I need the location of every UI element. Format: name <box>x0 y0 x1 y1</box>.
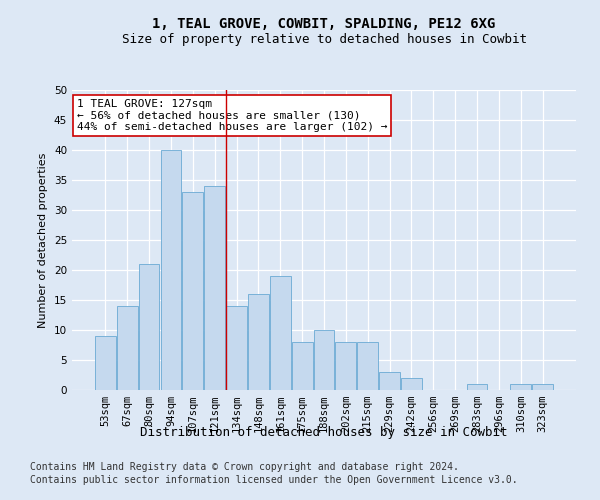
Bar <box>401 378 422 390</box>
Text: 1 TEAL GROVE: 127sqm
← 56% of detached houses are smaller (130)
44% of semi-deta: 1 TEAL GROVE: 127sqm ← 56% of detached h… <box>77 99 388 132</box>
Bar <box>270 276 290 390</box>
Text: 1, TEAL GROVE, COWBIT, SPALDING, PE12 6XG: 1, TEAL GROVE, COWBIT, SPALDING, PE12 6X… <box>152 18 496 32</box>
Bar <box>358 342 378 390</box>
Bar <box>379 372 400 390</box>
Bar <box>532 384 553 390</box>
Bar <box>226 306 247 390</box>
Bar <box>204 186 225 390</box>
Bar <box>511 384 531 390</box>
Y-axis label: Number of detached properties: Number of detached properties <box>38 152 49 328</box>
Bar <box>314 330 334 390</box>
Text: Contains public sector information licensed under the Open Government Licence v3: Contains public sector information licen… <box>30 475 518 485</box>
Bar <box>248 294 269 390</box>
Bar <box>335 342 356 390</box>
Bar <box>117 306 137 390</box>
Bar <box>139 264 160 390</box>
Bar <box>292 342 313 390</box>
Text: Size of property relative to detached houses in Cowbit: Size of property relative to detached ho… <box>121 32 527 46</box>
Text: Contains HM Land Registry data © Crown copyright and database right 2024.: Contains HM Land Registry data © Crown c… <box>30 462 459 472</box>
Bar <box>182 192 203 390</box>
Text: Distribution of detached houses by size in Cowbit: Distribution of detached houses by size … <box>140 426 508 439</box>
Bar <box>95 336 116 390</box>
Bar <box>161 150 181 390</box>
Bar <box>467 384 487 390</box>
